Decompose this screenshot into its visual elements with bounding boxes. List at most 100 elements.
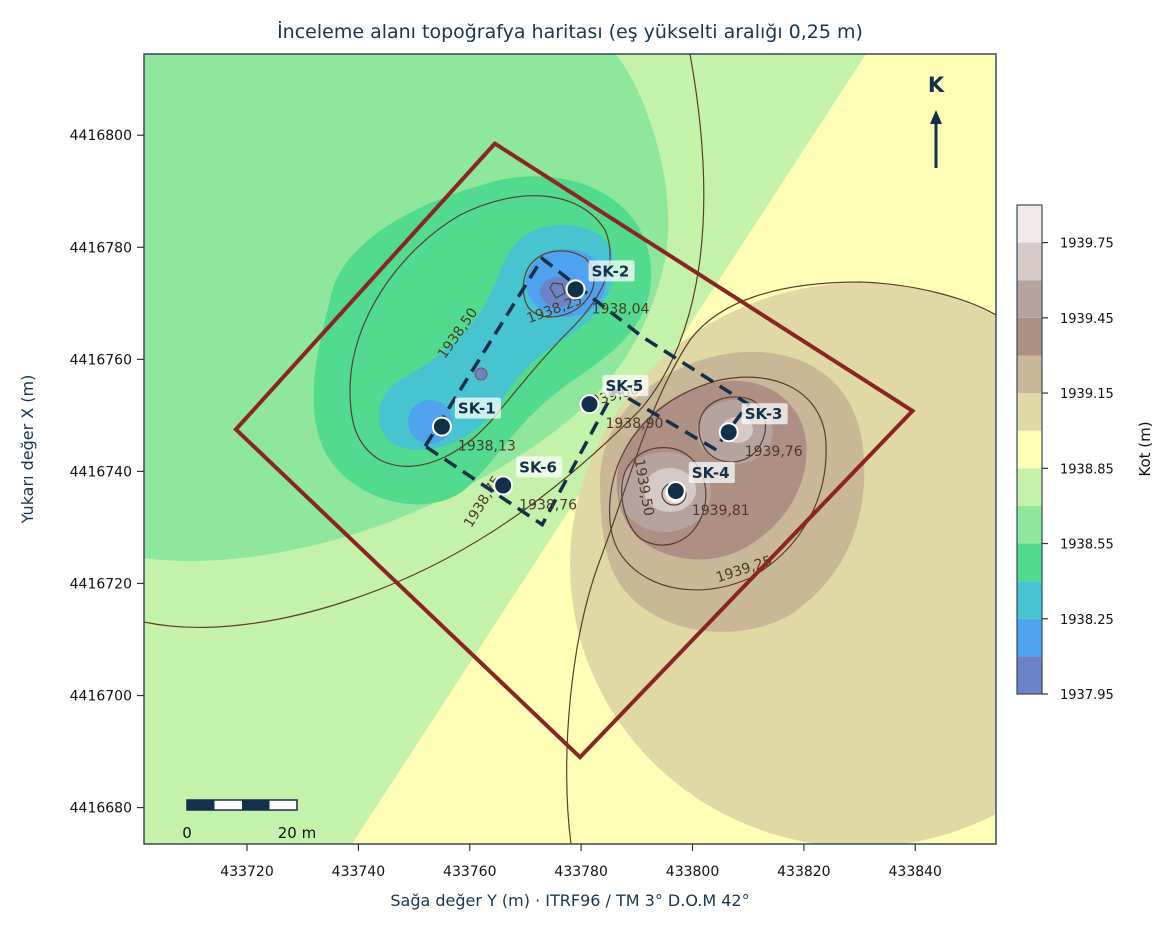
colorbar-band	[1017, 505, 1042, 544]
borehole-marker[interactable]	[579, 394, 600, 415]
contour-line-1939-00	[566, 281, 996, 844]
x-tick: 433820	[777, 844, 831, 880]
colorbar-band	[1017, 430, 1042, 469]
borehole-marker[interactable]	[493, 475, 514, 496]
borehole-sk-4[interactable]: SK-4 1939,81	[665, 462, 750, 519]
borehole-label: SK-3	[745, 405, 783, 423]
borehole-elevation: 1938,90	[605, 416, 663, 432]
borehole-marker[interactable]	[718, 422, 739, 443]
colorbar-tick-label: 1939.45	[1060, 312, 1114, 327]
x-tick: 433760	[443, 844, 496, 880]
colorbar-band	[1017, 242, 1042, 281]
borehole-marker[interactable]	[431, 416, 452, 437]
borehole-elevation: 1938,04	[592, 301, 650, 317]
borehole-label-background	[602, 375, 649, 397]
colorbar-tick: 1939.75	[1042, 237, 1114, 252]
colorbar-band	[1017, 468, 1042, 506]
borehole-sk-3[interactable]: SK-3 1939,76	[718, 403, 803, 460]
borehole-sk-2[interactable]: SK-2 1938,04	[565, 260, 650, 317]
borehole-elevation: 1938,76	[519, 497, 577, 513]
plot-frame	[143, 53, 997, 845]
scale-start-label: 0	[182, 824, 192, 842]
contour-line-1938-75	[144, 54, 705, 629]
colorbar-band	[1017, 393, 1042, 431]
contour-line-1939-50-west	[621, 447, 707, 546]
colorbar-band	[1017, 205, 1042, 243]
scale-end-label: 20 m	[278, 824, 316, 842]
colorbar: 1937.95 1938.25 1938.55 1938.85 1939.15 …	[1016, 204, 1154, 703]
borehole-sk-5[interactable]: SK-5 1938,90	[579, 375, 663, 432]
borehole-elevation: 1939,76	[745, 444, 803, 460]
borehole-label-background	[454, 397, 501, 419]
borehole-sk-1[interactable]: SK-1 1938,13	[431, 397, 516, 455]
x-tick-label: 433800	[666, 864, 719, 880]
contour-lines	[144, 54, 996, 844]
x-tick: 433840	[889, 844, 942, 880]
borehole-label: SK-2	[592, 262, 630, 280]
y-tick-label: 4416760	[70, 352, 132, 368]
x-tick-label: 433720	[220, 864, 273, 880]
borehole-label: SK-5	[605, 377, 643, 395]
colorbar-label: Kot (m)	[1136, 421, 1154, 476]
colorbar-tick: 1938.55	[1042, 538, 1114, 553]
contour-line-1938-50	[349, 195, 611, 467]
y-tick-label: 4416720	[70, 576, 132, 592]
borehole-marker[interactable]	[565, 279, 586, 300]
colorbar-band	[1017, 656, 1042, 694]
borehole-label-background	[741, 403, 788, 425]
colorbar-ticks: 1937.95 1938.25 1938.55 1938.85 1939.15 …	[1042, 237, 1114, 703]
y-tick: 4416760	[70, 352, 144, 368]
colorbar-frame	[1016, 204, 1043, 695]
colorbar-tick: 1938.85	[1042, 462, 1114, 477]
colorbar-tick: 1937.95	[1042, 688, 1114, 703]
x-tick-label: 433740	[332, 864, 385, 880]
contour-line-1939-50-east	[698, 396, 766, 463]
x-tick: 433720	[220, 844, 274, 880]
colorbar-band	[1017, 543, 1042, 582]
y-tick: 4416800	[70, 128, 144, 144]
borehole-marker[interactable]	[665, 481, 686, 502]
parcel-boundary	[233, 141, 916, 761]
x-tick: 433780	[554, 844, 608, 880]
western-depression	[144, 54, 669, 561]
colorbar-band	[1017, 355, 1042, 394]
colorbar-tick-label: 1937.95	[1060, 688, 1114, 703]
borehole-sk-6[interactable]: SK-6 1938,76	[493, 456, 577, 513]
colorbar-tick-label: 1939.15	[1060, 387, 1114, 402]
x-tick-label: 433780	[554, 864, 607, 880]
y-tick-label: 4416700	[70, 689, 132, 705]
y-axis-label: Yukarı değer X (m)	[18, 375, 37, 525]
x-axis: 433720 433740 433760 433780 433800 43382…	[220, 844, 942, 880]
plot-area: 1938,50 1938,25 1938,75 1939,50 1939,25 …	[144, 54, 996, 844]
borehole-elevation: 1939,81	[692, 503, 750, 519]
colorbar-tick-label: 1938.55	[1060, 538, 1114, 553]
north-arrow-head	[930, 110, 942, 124]
y-tick: 4416680	[70, 801, 144, 817]
y-tick: 4416740	[70, 464, 144, 480]
borehole-label: SK-4	[692, 464, 730, 482]
y-tick: 4416700	[70, 689, 144, 705]
y-tick-label: 4416800	[70, 128, 132, 144]
colorbar-tick-label: 1939.75	[1060, 237, 1114, 252]
colorbar-tick: 1939.45	[1042, 312, 1114, 327]
y-tick: 4416780	[70, 240, 144, 256]
colorbar-tick-label: 1938.85	[1060, 462, 1114, 477]
x-tick: 433740	[332, 844, 385, 880]
borehole-label-background	[688, 462, 735, 484]
colorbar-tick: 1938.25	[1042, 613, 1114, 628]
borehole-elevation: 1938,13	[458, 439, 516, 455]
scale-bar: 0 20 m	[182, 799, 316, 842]
building-footprint	[422, 255, 751, 528]
colorbar-band	[1017, 317, 1042, 356]
y-axis: 4416680 4416700 4416720 4416740 4416760 …	[70, 128, 144, 817]
x-tick-label: 433760	[443, 864, 496, 880]
y-tick-label: 4416740	[70, 464, 132, 480]
colorbar-band	[1017, 581, 1042, 619]
borehole-label-background	[516, 456, 563, 478]
y-tick-label: 4416680	[70, 801, 132, 817]
y-tick-label: 4416780	[70, 240, 132, 256]
local-low-marker	[474, 367, 488, 381]
borehole-label-background	[588, 260, 635, 282]
contour-line-1938-00	[549, 282, 566, 299]
